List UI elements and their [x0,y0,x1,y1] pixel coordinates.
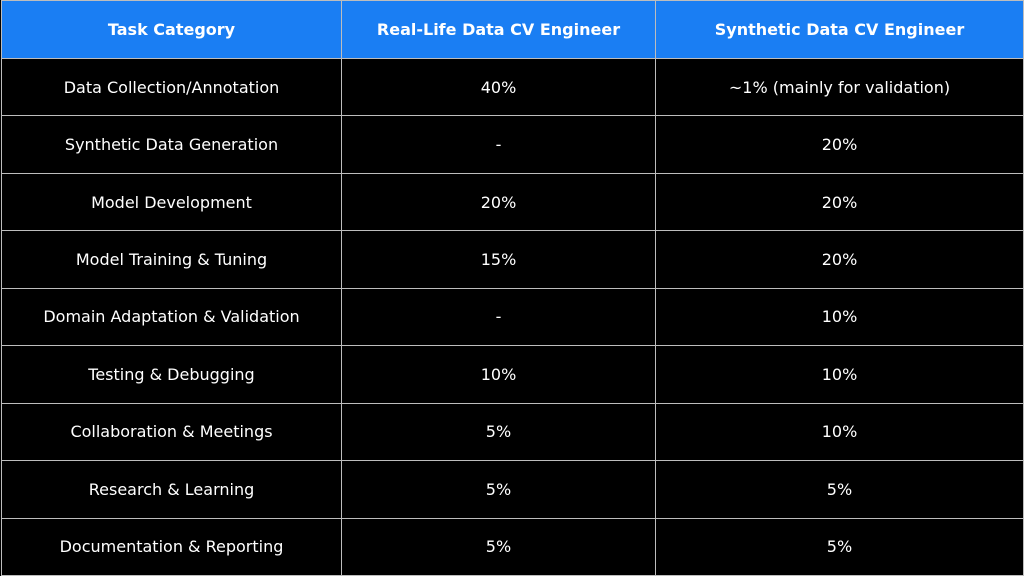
category-cell: Testing & Debugging [1,345,342,404]
table-row: Model Development 20% 20% [1,172,1024,232]
table-row: Research & Learning 5% 5% [1,460,1024,519]
value-cell: 5% [341,517,656,576]
category-cell: Collaboration & Meetings [1,402,342,462]
value-cell: 10% [341,345,656,404]
value-cell: 10% [655,402,1024,462]
category-cell: Documentation & Reporting [1,517,342,576]
table-row: Data Collection/Annotation 40% ~1% (mainly… [1,57,1024,117]
value-cell: 10% [655,287,1024,347]
category-cell: Data Collection/Annotation [1,57,342,117]
value-cell: - [341,287,656,347]
category-cell: Domain Adaptation & Validation [1,287,342,347]
value-cell: 20% [655,115,1024,174]
header-cell: Real-Life Data CV Engineer [341,0,656,59]
category-cell: Model Training & Tuning [1,230,342,289]
header-row: Task Category Real-Life Data CV Engineer S… [1,0,1024,59]
value-cell: 5% [341,460,656,519]
value-cell: 10% [655,345,1024,404]
table-row: Documentation & Reporting 5% 5% [1,517,1024,576]
table-row: Model Training & Tuning 15% 20% [1,230,1024,289]
value-cell: 20% [655,230,1024,289]
table-row: Domain Adaptation & Validation -10% [1,287,1024,347]
value-cell: 5% [655,517,1024,576]
value-cell: 15% [341,230,656,289]
table-row: Testing & Debugging 10% 10% [1,345,1024,404]
value-cell: 40% [341,57,656,117]
value-cell: 5% [655,460,1024,519]
table-body: Data Collection/Annotation 40% ~1% (mainly… [1,57,1024,576]
value-cell: 20% [341,172,656,232]
table-row: Collaboration & Meetings 5% 10% [1,402,1024,462]
header-cell: Synthetic Data CV Engineer [655,0,1024,59]
value-cell: ~1% (mainly for validation) [655,57,1024,117]
table-header: Task Category Real-Life Data CV Engineer S… [1,0,1024,59]
header-cell: Task Category [1,0,342,59]
category-cell: Research & Learning [1,460,342,519]
category-cell: Model Development [1,172,342,232]
table-row: Synthetic Data Generation -20% [1,115,1024,174]
value-cell: - [341,115,656,174]
value-cell: 5% [341,402,656,462]
category-cell: Synthetic Data Generation [1,115,342,174]
value-cell: 20% [655,172,1024,232]
